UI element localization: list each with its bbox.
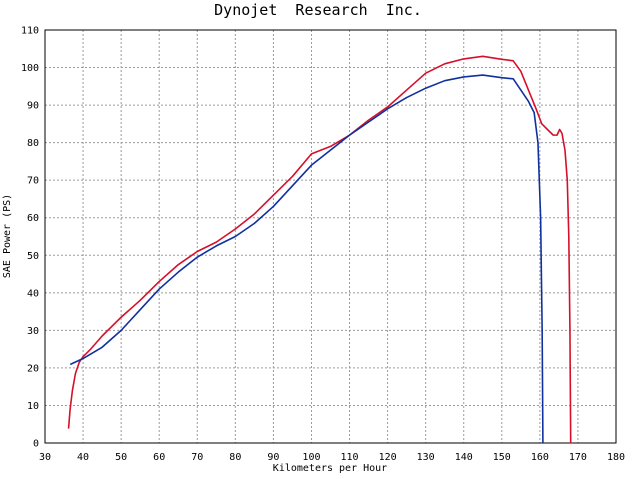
x-tick-label: 90 <box>267 452 279 463</box>
x-tick-label: 80 <box>229 452 241 463</box>
y-tick-label: 10 <box>27 401 39 412</box>
plot-frame <box>44 29 617 444</box>
x-tick-label: 160 <box>531 452 549 463</box>
x-tick-label: 130 <box>417 452 435 463</box>
y-tick-label: 80 <box>27 138 39 149</box>
x-tick-label: 110 <box>341 452 359 463</box>
y-tick-label: 100 <box>21 63 39 74</box>
x-tick-label: 40 <box>77 452 89 463</box>
y-tick-label: 50 <box>27 251 39 262</box>
y-axis-label: SAE Power (PS) <box>2 194 13 278</box>
x-tick-label: 170 <box>569 452 587 463</box>
series-line-1 <box>67 55 572 444</box>
y-tick-label: 70 <box>27 176 39 187</box>
x-tick-label: 100 <box>302 452 320 463</box>
x-tick-label: 180 <box>607 452 625 463</box>
chart-title: Dynojet Research Inc. <box>214 1 422 19</box>
x-tick-label: 30 <box>39 452 51 463</box>
tick-labels: 30 40 50 60 70 80 90 100 110 120 130 140 150 160 170 18… <box>21 26 625 464</box>
x-axis-label: Kilometers per Hour <box>273 463 387 474</box>
y-tick-label: 30 <box>27 326 39 337</box>
y-tick-label: 90 <box>27 101 39 112</box>
series-layer <box>67 55 572 444</box>
y-tick-label: 60 <box>27 213 39 224</box>
x-tick-label: 140 <box>455 452 473 463</box>
grid <box>45 30 616 443</box>
x-tick-label: 150 <box>493 452 511 463</box>
series-line-2 <box>70 74 544 444</box>
y-tick-label: 0 <box>33 439 39 450</box>
y-tick-label: 20 <box>27 363 39 374</box>
x-tick-label: 70 <box>191 452 203 463</box>
x-tick-label: 50 <box>115 452 127 463</box>
y-tick-label: 40 <box>27 288 39 299</box>
x-tick-label: 120 <box>379 452 397 463</box>
x-tick-label: 60 <box>153 452 165 463</box>
y-tick-label: 110 <box>21 26 39 37</box>
